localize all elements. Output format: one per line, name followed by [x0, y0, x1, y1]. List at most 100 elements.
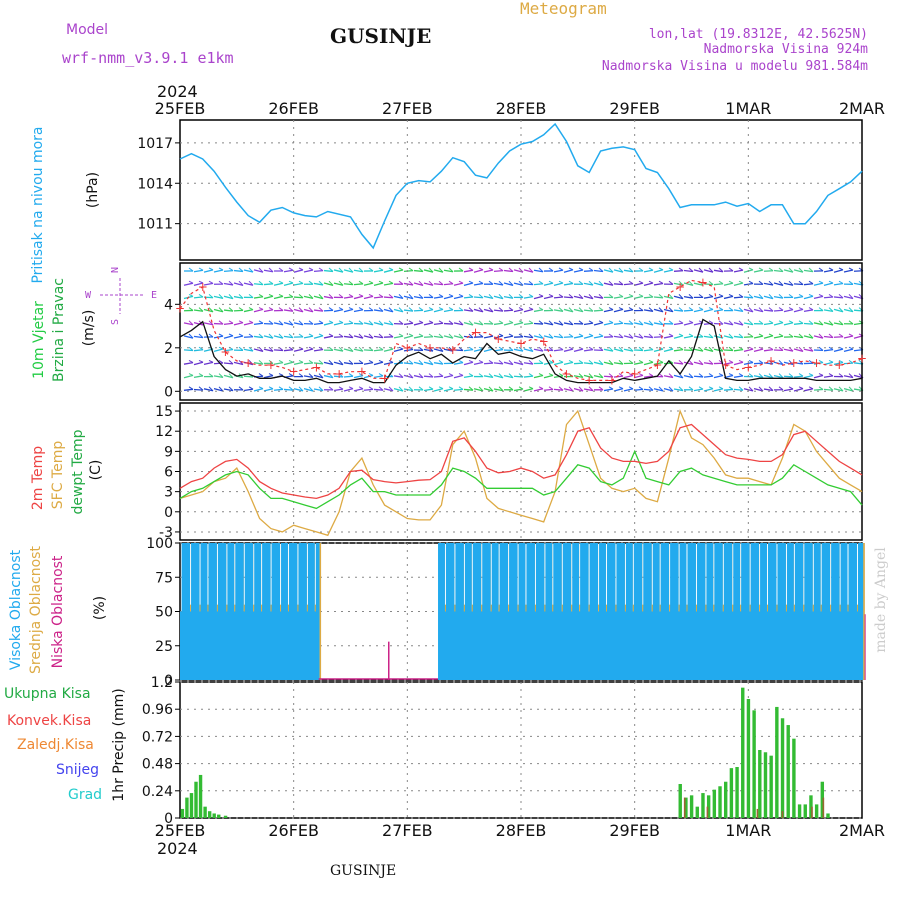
wind-arrow	[733, 335, 744, 339]
wind-arrow	[803, 335, 814, 339]
wind-arrowhead	[798, 267, 804, 273]
convective-precip-bar	[781, 811, 784, 818]
high-cloud-bar	[258, 543, 262, 680]
high-cloud-bar	[556, 543, 559, 680]
wind-arrow	[333, 282, 344, 286]
wind-arrow	[643, 309, 654, 312]
wind-arrow	[653, 322, 664, 326]
wind-arrow	[413, 374, 424, 379]
high-cloud-bar	[644, 543, 648, 680]
wind-arrowhead	[208, 333, 214, 338]
high-cloud-bar	[274, 543, 277, 680]
wind-arrowhead	[248, 280, 254, 286]
wind-arrow	[643, 296, 654, 299]
gust-marker: +	[334, 367, 344, 381]
wind-arrowhead	[298, 333, 304, 338]
high-cloud-bar	[859, 543, 862, 680]
wind-arrowhead	[848, 386, 854, 392]
gust-marker: +	[493, 332, 503, 346]
wind-arrow	[773, 335, 784, 339]
wind-arrowhead	[528, 360, 534, 365]
wind-arrow	[633, 295, 644, 300]
wind-arrow	[343, 335, 354, 339]
high-cloud-bar	[254, 543, 257, 680]
wind-arrowhead	[338, 294, 344, 298]
pressure|0-ytick-label: 1017	[137, 136, 173, 152]
wind-arrowhead	[448, 373, 454, 376]
wind-arrowhead	[478, 386, 484, 392]
wind-arrow	[773, 282, 784, 287]
wind-arrow	[253, 296, 264, 299]
wind-arrow	[473, 296, 484, 299]
wind-arrowhead	[568, 280, 574, 284]
high-cloud-bar	[521, 543, 524, 680]
high-cloud-bar	[616, 543, 619, 680]
wind-arrowhead	[428, 307, 434, 311]
wind-arrow	[723, 335, 734, 339]
wind-arrowhead	[778, 307, 784, 311]
wind-arrowhead	[308, 307, 314, 313]
high-cloud-bar	[704, 611, 708, 680]
wind-arrowhead	[518, 386, 524, 390]
high-cloud-bar	[802, 611, 805, 680]
wind-arrow	[673, 374, 684, 379]
wind-arrow	[463, 349, 474, 352]
wind-arrowhead	[468, 280, 474, 284]
wind-arrowhead	[198, 293, 204, 298]
high-cloud-bar	[736, 543, 739, 680]
wind-arrowhead	[268, 346, 274, 352]
high-cloud-bar	[209, 543, 213, 680]
wind-arrow	[803, 348, 814, 352]
wind-arrowhead	[768, 333, 774, 337]
wind-arrowhead	[608, 294, 614, 298]
wind-arrow	[823, 375, 834, 378]
wind-arrow	[683, 322, 694, 326]
wind-arrowhead	[688, 333, 694, 337]
wind-arrowhead	[318, 360, 324, 365]
wind-arrowhead	[458, 346, 464, 351]
wind-arrow	[583, 322, 594, 326]
high-cloud-bar	[528, 543, 531, 680]
wind-arrowhead	[618, 280, 624, 285]
wind-arrow	[283, 269, 294, 273]
high-cloud-bar	[277, 543, 281, 680]
wind-arrowhead	[428, 360, 434, 365]
wind-arrow	[303, 295, 314, 300]
high-cloud-bar	[820, 611, 823, 680]
model-altitude-line: Nadmorska Visina u modelu 981.584m	[602, 59, 868, 74]
wind-arrow	[493, 374, 504, 379]
wind-arrowhead	[748, 346, 754, 350]
wind-arrow	[533, 295, 544, 300]
wind-arrowhead	[608, 307, 614, 311]
wind-arrowhead	[488, 280, 494, 285]
wind-arrowhead	[438, 280, 444, 285]
wind-arrowhead	[588, 346, 594, 350]
wind-arrowhead	[358, 320, 364, 325]
high-cloud-bar	[749, 611, 752, 680]
high-cloud-bar	[772, 543, 775, 680]
bottom-date-label: 25FEB	[155, 821, 206, 840]
wind-arrow	[523, 269, 534, 273]
wind-arrow	[323, 269, 334, 273]
wind-arrow	[523, 387, 534, 392]
wind-arrowhead	[798, 373, 804, 377]
wind-arrow	[223, 362, 234, 365]
wind-arrow	[573, 375, 584, 379]
precip|4-ytick-label: 1.2	[151, 675, 173, 691]
wind-arrow	[433, 335, 444, 339]
wind-arrowhead	[478, 280, 484, 284]
wind-arrowhead	[358, 293, 364, 297]
total-precip-bar	[786, 725, 790, 818]
high-cloud-bar	[613, 543, 616, 680]
wind-arrowhead	[638, 359, 644, 363]
high-cloud-bar	[513, 543, 517, 680]
wind-arrowhead	[518, 346, 524, 352]
high-cloud-bar	[441, 543, 444, 680]
wind-arrow	[753, 295, 764, 300]
wind-arrow	[403, 269, 414, 273]
wind-arrowhead	[388, 333, 394, 338]
wind-arrow	[613, 269, 624, 273]
wind-arrow	[723, 361, 734, 365]
wind-arrow	[823, 321, 834, 326]
